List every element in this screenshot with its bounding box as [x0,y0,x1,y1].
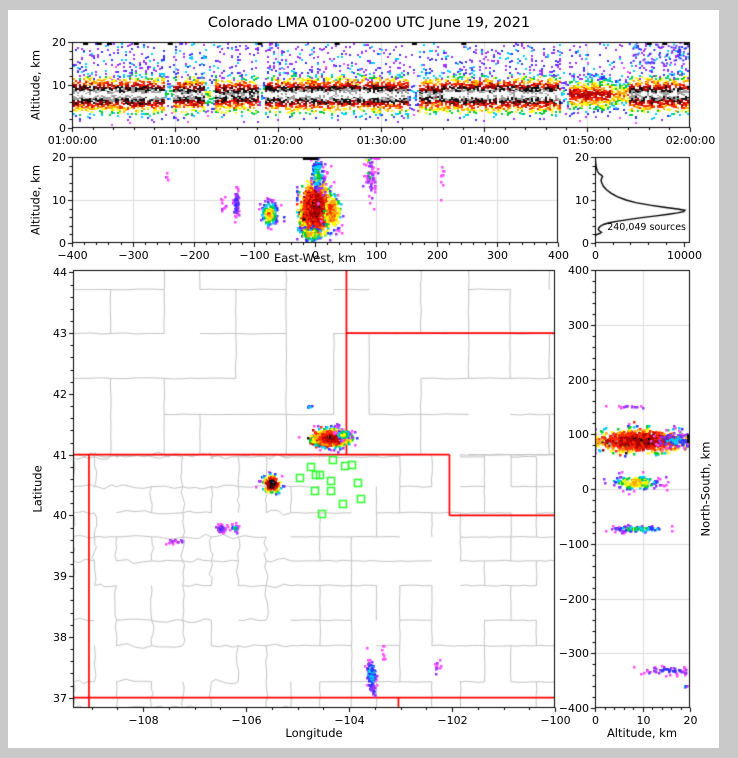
tick-label: 400 [548,249,569,262]
ns-cross-xlabel: Altitude, km [606,726,678,740]
tick-label: 0 [59,121,66,135]
tick-label: 300 [487,249,508,262]
time-height-ylabel: Altitude, km [28,49,43,121]
map-ylabel: Latitude [30,465,45,513]
tick-label: 10000 [667,249,702,262]
tick-label: −106 [231,714,262,727]
tick-label: 0 [592,249,599,262]
tick-label: 44 [53,265,67,279]
tick-label: 200 [427,249,448,262]
tick-label: 0 [582,236,589,250]
figure-title: Colorado LMA 0100-0200 UTC June 19, 2021 [207,15,531,31]
tick-label: 100 [568,427,589,441]
tick-label: −100 [558,537,589,551]
tick-label: 100 [366,249,387,262]
tick-label: 02:00:00 [665,134,716,147]
tick-label: −200 [179,249,210,262]
tick-label: 300 [568,318,589,332]
tick-label: 01:40:00 [459,134,510,147]
tick-label: 200 [568,373,589,387]
tick-label: −300 [558,646,589,660]
tick-label: −108 [128,714,159,727]
tick-label: 0 [592,714,599,727]
tick-label: 01:10:00 [150,134,201,147]
tick-label: 10 [575,193,589,207]
ns-cross-ylabel: North-South, km [698,441,713,537]
tick-label: −200 [558,592,589,606]
tick-label: −400 [558,701,589,715]
tick-label: 20 [683,714,698,727]
ew-cross-xlabel: East-West, km [274,251,356,265]
tick-label: 38 [53,630,67,644]
map-xlabel: Longitude [285,726,343,740]
tick-label: 41 [53,448,67,462]
tick-label: 43 [53,326,67,340]
tick-label: 01:50:00 [562,134,613,147]
tick-label: 01:00:00 [47,134,98,147]
tick-label: 10 [52,193,66,207]
tick-label: −100 [239,249,270,262]
tick-label: 10 [636,714,651,727]
source-count-annotation: 240,049 sources [607,222,686,233]
tick-label: −104 [334,714,365,727]
ew-cross-ylabel: Altitude, km [28,164,43,236]
tick-label: 20 [575,150,589,164]
tick-label: 10 [52,78,66,92]
tick-label: 400 [568,263,589,277]
tick-label: 01:30:00 [356,134,407,147]
tick-label: −400 [57,249,88,262]
tick-label: 0 [582,482,589,496]
tick-label: 40 [53,508,67,522]
tick-label: 0 [59,236,66,250]
tick-label: −300 [118,249,149,262]
tick-label: 39 [53,569,67,583]
tick-label: 0 [312,249,319,262]
tick-label: −102 [437,714,468,727]
tick-label: 42 [53,387,67,401]
tick-label: 37 [53,691,67,705]
tick-label: 01:20:00 [253,134,304,147]
tick-label: −100 [540,714,571,727]
tick-label: 20 [52,35,66,49]
tick-label: 20 [52,150,66,164]
